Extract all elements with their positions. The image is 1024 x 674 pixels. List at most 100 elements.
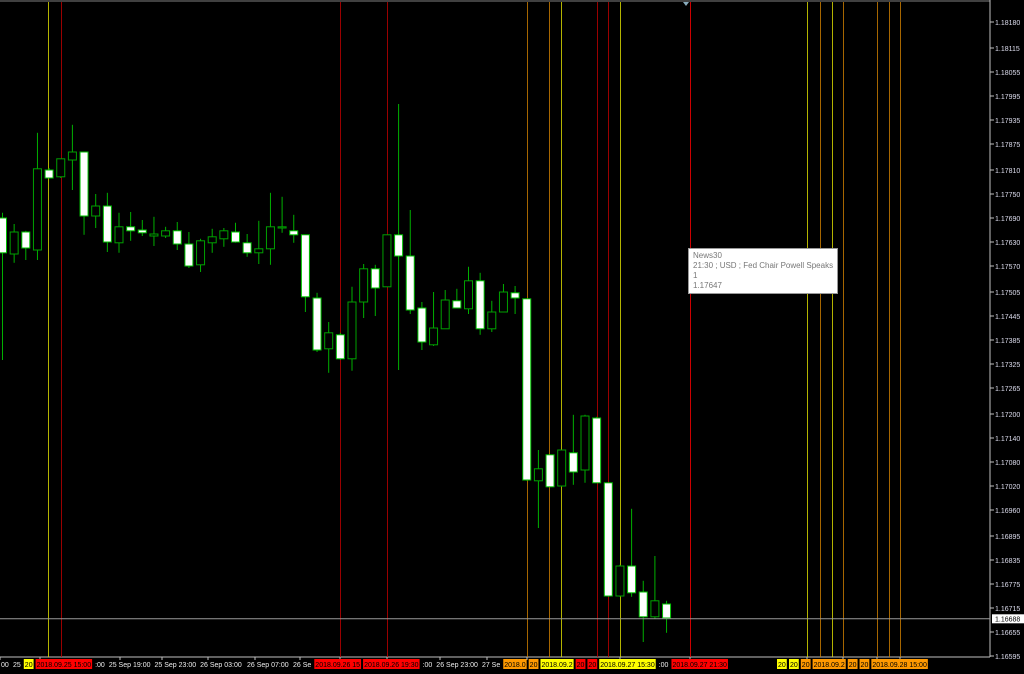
y-tick-label: 1.16960: [995, 508, 1020, 515]
y-tick-label: 1.17750: [995, 192, 1020, 199]
bull-candle-body: [277, 226, 287, 229]
candle: [254, 220, 264, 264]
bull-candle-body: [464, 280, 473, 310]
x-label-badge: [540, 659, 574, 669]
x-label: 26 Sep 07:00: [247, 662, 289, 669]
y-tick-label: 1.17200: [995, 412, 1020, 419]
x-label-badge: [671, 659, 728, 669]
bull-candle-body: [265, 226, 275, 250]
bear-candle-body: [510, 292, 520, 299]
x-label-badge: [789, 659, 799, 669]
x-label: 2018.09.26 19:30: [363, 659, 420, 669]
y-tick-label: 1.18180: [995, 20, 1020, 27]
candle: [114, 212, 124, 253]
x-tick-label: 20: [861, 662, 869, 669]
bull-candle-body: [650, 600, 660, 618]
candle: [184, 232, 194, 268]
x-label: 20: [528, 659, 539, 669]
candle: [568, 414, 578, 485]
tooltip-price: 1.17647: [693, 281, 722, 290]
bull-candle-body: [382, 234, 392, 288]
x-tick-label: 25: [13, 662, 21, 669]
x-label-badge: [800, 659, 811, 669]
y-tick-label: 1.17020: [995, 484, 1020, 491]
candle: [510, 286, 520, 314]
bull-candle-body: [498, 291, 508, 313]
x-tick-label: 2018.0: [504, 662, 526, 669]
bear-candle-body: [627, 565, 637, 594]
candle: [137, 220, 147, 236]
x-tick-label: 20: [790, 662, 798, 669]
bear-candle-body: [475, 280, 485, 330]
bear-candle-body: [289, 230, 299, 236]
x-tick-label: 20: [802, 662, 810, 669]
bear-candle-body: [370, 268, 380, 289]
x-tick-label: :00: [95, 662, 105, 669]
x-tick-label: 20: [25, 662, 33, 669]
x-tick-label: 25 Sep 23:00: [154, 662, 196, 669]
bear-candle-body: [21, 231, 31, 249]
bull-candle-body: [324, 332, 334, 350]
y-tick-label: 1.16895: [995, 534, 1020, 541]
y-tick-label: 1.17385: [995, 338, 1020, 345]
x-label: 20: [777, 659, 787, 669]
candle: [196, 238, 206, 272]
x-tick-label: 2018.09.2: [541, 662, 572, 669]
candle: [9, 224, 19, 263]
x-tick-label: 00: [1, 662, 9, 669]
x-label-badge: [363, 659, 420, 669]
tooltip-event: 21:30 ; USD ; Fed Chair Powell Speaks: [693, 261, 834, 270]
x-label-badge: [847, 659, 858, 669]
bull-candle-body: [196, 240, 206, 266]
bear-candle-body: [405, 255, 415, 311]
candle: [289, 214, 299, 243]
bear-candle-body: [0, 217, 7, 254]
bull-candle-body: [149, 233, 159, 237]
candle: [207, 228, 217, 253]
y-tick-label: 1.16775: [995, 582, 1020, 589]
x-tick-label: 2018.09.26 19:30: [364, 662, 419, 669]
y-tick-label: 1.17875: [995, 142, 1020, 149]
x-label: :00: [659, 662, 669, 669]
x-label: 20: [847, 659, 858, 669]
x-label-badge: [528, 659, 539, 669]
x-label: :00: [95, 662, 105, 669]
candle: [533, 450, 543, 528]
candle: [359, 264, 369, 318]
bull-candle-body: [9, 231, 19, 255]
candle: [335, 332, 345, 360]
bull-candle-body: [359, 268, 369, 303]
bull-candle-body: [161, 230, 171, 237]
y-tick-label: 1.17810: [995, 168, 1020, 175]
candle: [91, 194, 101, 228]
bear-candle-body: [312, 297, 322, 351]
bull-candle-body: [533, 468, 543, 482]
candle: [429, 292, 439, 346]
candle: [347, 286, 357, 371]
x-label-badge: [599, 659, 656, 669]
bull-candle-body: [56, 158, 66, 178]
bear-candle-body: [44, 169, 54, 179]
candle: [452, 288, 462, 309]
x-label: 26 Sep 23:00: [436, 662, 478, 669]
x-label: 20: [800, 659, 811, 669]
current-price-badge: [992, 614, 1024, 624]
x-tick-label: 20: [530, 662, 538, 669]
y-tick-label: 1.16595: [995, 654, 1020, 661]
x-tick-label: 2018.09.25 15:00: [37, 662, 92, 669]
x-label-badge: [35, 659, 93, 669]
candle: [615, 564, 625, 597]
x-tick-label: 2018.09.27 15:30: [600, 662, 655, 669]
bear-candle-body: [452, 300, 462, 309]
candle: [405, 210, 415, 314]
bull-candle-body: [440, 299, 450, 330]
y-tick-label: 1.17265: [995, 386, 1020, 393]
y-tick-label: 1.17445: [995, 314, 1020, 321]
x-label: 2018.09.27 15:30: [599, 659, 656, 669]
x-label: 20: [587, 659, 598, 669]
x-label-badge: [503, 659, 527, 669]
x-tick-label: :00: [423, 662, 433, 669]
x-label: 00: [1, 662, 9, 669]
y-tick-label: 1.17690: [995, 216, 1020, 223]
